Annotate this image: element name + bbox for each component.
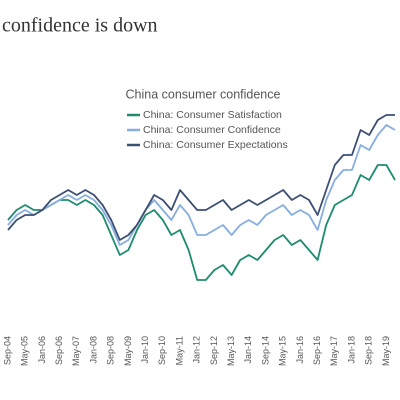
x-tick-label: Sep-18: [364, 336, 374, 365]
x-tick-label: Sep-08: [106, 336, 116, 365]
x-tick-label: Sep-04: [2, 336, 12, 365]
chart-title: China consumer confidence: [126, 87, 281, 101]
x-tick-label: Sep-14: [260, 336, 270, 365]
x-tick-label: May-13: [226, 336, 236, 366]
legend-label: China: Consumer Confidence: [143, 124, 281, 136]
x-tick-label: Sep-16: [312, 336, 322, 365]
x-tick-label: Jan-12: [192, 336, 202, 364]
x-tick-label: May-07: [71, 336, 81, 366]
legend-label: China: Consumer Expectations: [143, 139, 288, 151]
legend-label: China: Consumer Satisfaction: [143, 109, 282, 121]
series-line: [7, 114, 395, 241]
page-title: confidence is down: [2, 15, 158, 37]
x-tick-label: Sep-12: [209, 336, 219, 365]
x-tick-label: Jan-10: [140, 336, 150, 364]
x-tick-label: Jan-08: [88, 336, 98, 364]
x-tick-label: May-17: [329, 336, 339, 366]
x-tick-label: May-05: [20, 336, 30, 366]
x-tick-label: Sep-10: [157, 336, 167, 365]
x-tick-label: Jan-06: [37, 336, 47, 364]
x-tick-label: Jan-14: [243, 336, 253, 364]
x-tick-label: May-09: [123, 336, 133, 366]
x-tick-label: Sep-06: [54, 336, 64, 365]
series-line: [7, 164, 396, 281]
x-tick-label: May-19: [381, 336, 391, 366]
x-tick-label: Jan-18: [346, 336, 356, 364]
x-tick-label: Jan-16: [295, 336, 305, 364]
x-tick-label: May-15: [278, 336, 288, 366]
x-tick-label: May-11: [174, 336, 184, 365]
series-line: [7, 124, 396, 246]
